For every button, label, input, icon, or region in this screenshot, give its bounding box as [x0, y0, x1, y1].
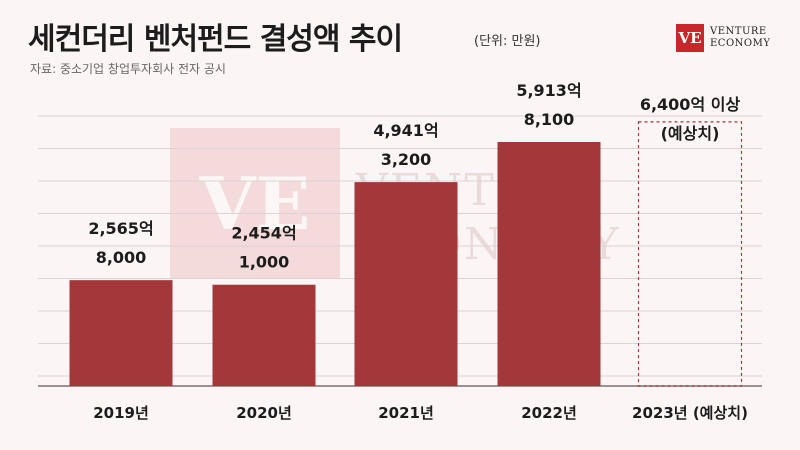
value-label: 4,941억	[373, 121, 438, 140]
unit-note: (단위: 만원)	[474, 34, 541, 49]
source-note: 자료: 중소기업 창업투자회사 전자 공시	[30, 62, 226, 76]
x-tick-label: 2022년	[521, 404, 577, 422]
bar	[69, 280, 173, 386]
secondary-label: (예상치)	[661, 124, 720, 143]
value-label: 5,913억	[516, 81, 581, 100]
x-tick-label: 2020년	[236, 404, 292, 422]
logo-mark-icon: VE	[676, 24, 704, 52]
secondary-label: 3,200	[381, 150, 432, 169]
bar-projected	[637, 121, 743, 387]
logo-line-2: ECONOMY	[710, 38, 771, 49]
value-label: 6,400억 이상	[640, 95, 741, 114]
logo-text: VENTURE ECONOMY	[710, 26, 770, 50]
secondary-label: 8,100	[524, 110, 575, 129]
x-tick-label: 2023년 (예상치)	[632, 404, 748, 422]
secondary-label: 1,000	[239, 253, 290, 272]
secondary-label: 8,000	[96, 248, 147, 267]
value-label: 2,565억	[88, 219, 153, 238]
bar	[497, 142, 601, 386]
value-label: 2,454억	[231, 224, 296, 243]
venture-economy-logo: VE VENTURE ECONOMY	[676, 24, 770, 52]
bar	[354, 182, 458, 386]
chart-title: 세컨더리 벤처펀드 결성액 추이	[28, 22, 403, 57]
x-tick-label: 2019년	[93, 404, 149, 422]
x-tick-label: 2021년	[378, 404, 434, 422]
logo-line-1: VENTURE	[710, 26, 767, 37]
bar	[212, 284, 316, 386]
